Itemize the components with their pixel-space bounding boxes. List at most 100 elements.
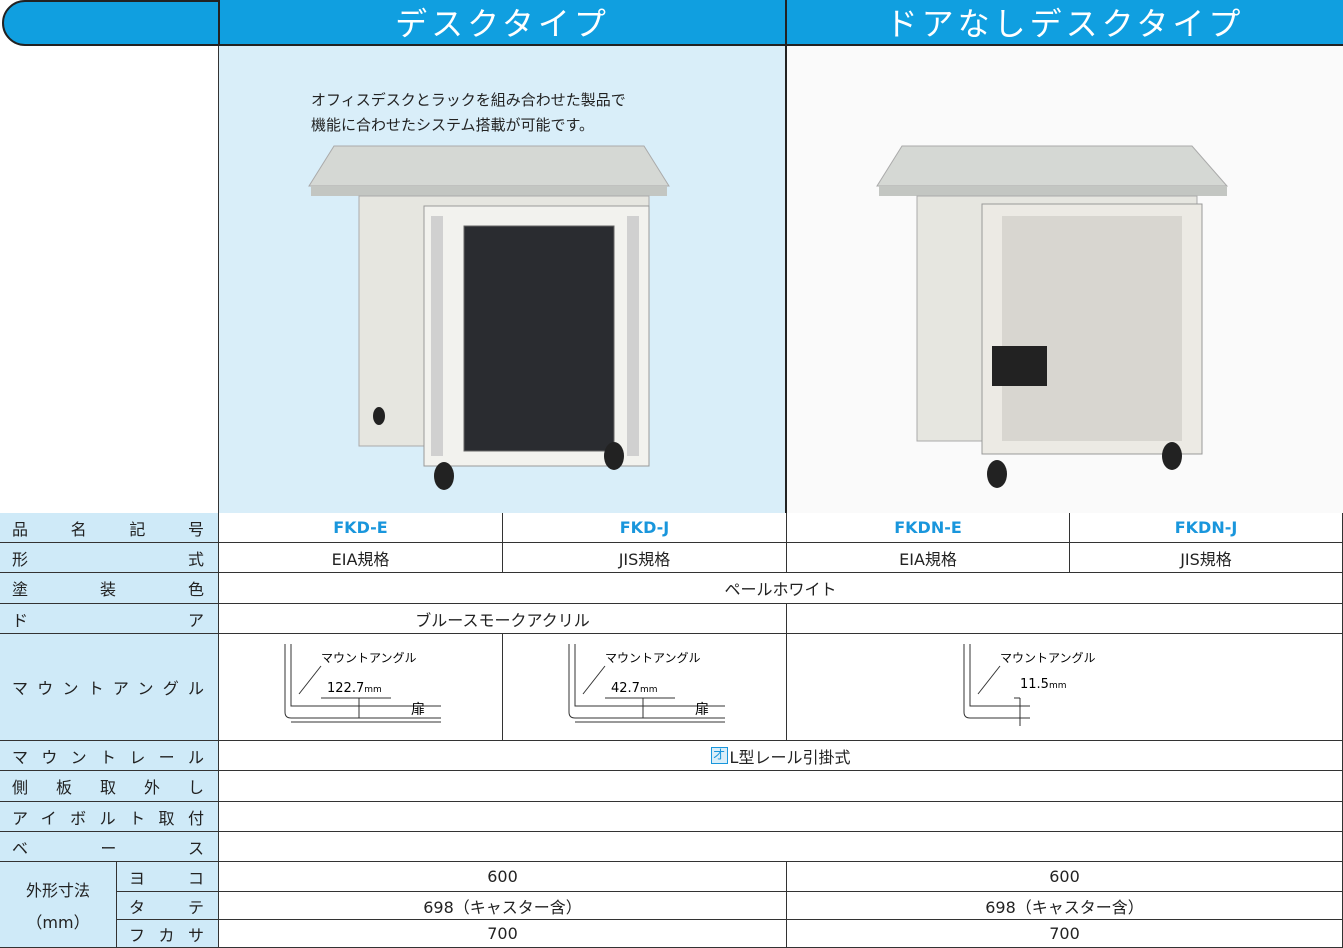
shape: [1162, 442, 1182, 470]
shape: [969, 644, 984, 707]
product-code: FKD-E: [219, 513, 503, 543]
row-label-cell: 形式: [0, 543, 219, 573]
shape: [463, 225, 615, 452]
dimension-value: 698（キャスター含）: [787, 892, 1343, 920]
format: EIA規格: [219, 543, 503, 573]
rail-icon: オ: [710, 747, 728, 764]
shape: [308, 145, 670, 187]
product-code: FKDN-E: [787, 513, 1070, 543]
dimension: 122.7mm: [327, 681, 382, 696]
mount-angle-diagram: マウントアングル 11.5mm: [963, 644, 1096, 726]
image-area-nodoor: [787, 46, 1343, 513]
shape: [582, 665, 605, 695]
shape: [574, 644, 725, 707]
dimension-unit: （mm）: [26, 912, 90, 932]
door: ブルースモークアクリル: [219, 604, 787, 634]
shape: [290, 644, 441, 707]
row-label: マウントアングル: [12, 679, 206, 698]
mount-angle-label: マウントアングル: [605, 651, 701, 665]
row-label: 形式: [12, 549, 206, 569]
dim-unit: mm: [639, 685, 657, 695]
format: JIS規格: [1070, 543, 1343, 573]
shape: [298, 665, 321, 695]
row-label: 塗装色: [12, 580, 206, 599]
row-label: マウントレール: [12, 747, 206, 767]
shape: [1002, 216, 1182, 441]
shape: [987, 460, 1007, 488]
format: JIS規格: [503, 543, 787, 573]
mount-angle-cell: マウントアングル 122.7mm 扉: [219, 634, 503, 741]
dim-value: 42.7: [611, 681, 640, 696]
mount-angle-cell: マウントアングル 42.7mm 扉: [503, 634, 787, 741]
dim-unit: mm: [364, 685, 382, 695]
dimension-sublabel: フカサ: [117, 920, 219, 948]
dimension-title: 外形寸法: [25, 880, 90, 900]
header-column: デスクタイプ: [220, 0, 787, 46]
header-tab: [2, 0, 220, 46]
row-label: ドア: [12, 610, 206, 630]
shape: [992, 346, 1047, 386]
cabinet-image: [876, 145, 1229, 488]
row-label: ベース: [12, 838, 206, 858]
product-code: FKDN-J: [1070, 513, 1343, 543]
row-label-cell: アイボルト取付: [0, 802, 219, 832]
shape: [284, 644, 441, 719]
shape: [977, 665, 1000, 695]
row-label-cell: マウントレール: [0, 741, 219, 771]
paint-color: ペールホワイト: [219, 573, 1343, 604]
mount-angle-cell: マウントアングル 11.5mm: [787, 634, 1343, 741]
row-label-cell: マウントアングル: [0, 634, 219, 741]
dimension-value: 600: [787, 862, 1343, 892]
mount-angle-label: マウントアングル: [321, 651, 417, 665]
shape: [627, 216, 639, 456]
shape: [434, 462, 454, 490]
dimension: 42.7mm: [611, 681, 658, 696]
dimension-value: 698（キャスター含）: [219, 892, 787, 920]
cabinet-image: [308, 145, 670, 490]
dimension: 11.5mm: [1020, 677, 1067, 692]
row-label-cell: 品名記号: [0, 513, 219, 543]
description-line: オフィスデスクとラックを組み合わせた製品で: [311, 91, 626, 109]
description: オフィスデスクとラックを組み合わせた製品で 機能に合わせたシステム搭載が可能です…: [311, 88, 626, 138]
shape: [963, 644, 984, 719]
shape: [876, 145, 1229, 187]
door-label: 扉: [411, 702, 425, 718]
row-label-cell: 側板取外し: [0, 771, 219, 802]
dimension-value: 600: [219, 862, 787, 892]
door-label: 扉: [695, 702, 709, 718]
dim-value: 11.5: [1020, 677, 1049, 692]
product-code: FKD-J: [503, 513, 787, 543]
shape: [311, 186, 667, 196]
header-column: ドアなしデスクタイプ: [787, 0, 1343, 46]
row-label: タテ: [129, 897, 206, 917]
mount-rail: オ L型レール引掛式: [219, 741, 1343, 771]
mount-angle-label: マウントアングル: [1000, 651, 1096, 665]
format: EIA規格: [787, 543, 1070, 573]
door-empty: [787, 604, 1343, 634]
dimension-value: 700: [219, 920, 787, 948]
dimension-sublabel: ヨコ: [117, 862, 219, 892]
shape: [604, 442, 624, 470]
empty-cell: [219, 832, 1343, 862]
dimension-value: 700: [787, 920, 1343, 948]
row-label: フカサ: [129, 925, 206, 945]
row-label-cell: ベース: [0, 832, 219, 862]
mount-angle-diagram: マウントアングル 42.7mm 扉: [568, 644, 725, 723]
dim-value: 122.7: [327, 681, 364, 696]
rail-text: L型レール引掛式: [729, 747, 851, 767]
row-label: 品名記号: [12, 519, 206, 539]
row-label: 側板取外し: [12, 778, 206, 797]
image-area-desk: オフィスデスクとラックを組み合わせた製品で 機能に合わせたシステム搭載が可能です…: [219, 46, 787, 513]
shape: [431, 216, 443, 456]
row-label-cell: ドア: [0, 604, 219, 634]
dimension-label: 外形寸法 （mm）: [0, 862, 117, 948]
mount-angle-diagram: マウントアングル 122.7mm 扉: [284, 644, 441, 723]
row-label-cell: 塗装色: [0, 573, 219, 604]
shape: [373, 407, 385, 425]
image-area-left: [0, 46, 219, 513]
shape: [977, 705, 1030, 719]
row-label: アイボルト取付: [12, 808, 206, 828]
row-label: ヨコ: [129, 868, 206, 888]
shape: [879, 186, 1227, 196]
